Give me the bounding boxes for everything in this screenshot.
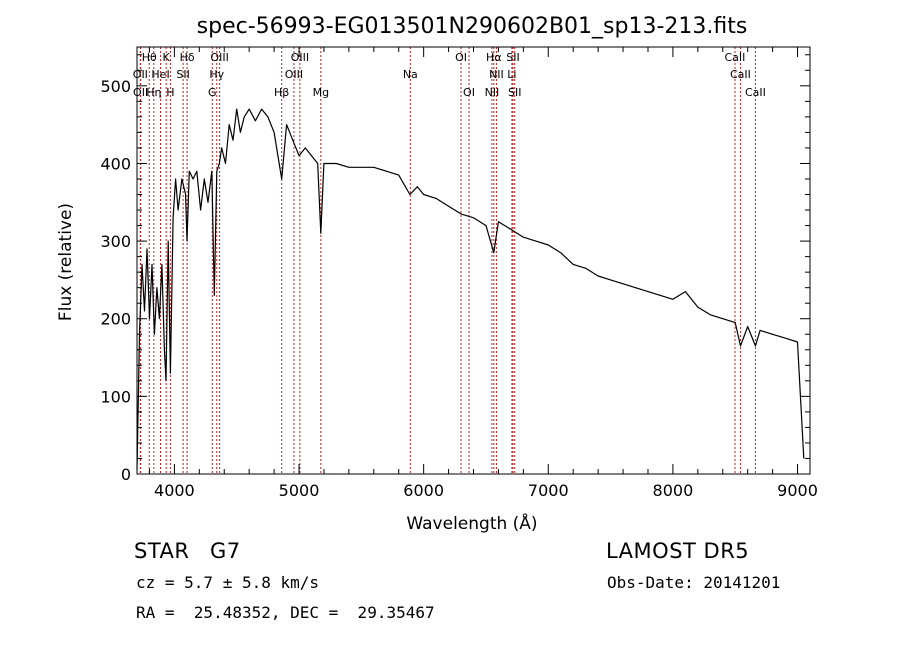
- spectral-line-label: OI: [463, 86, 475, 99]
- spectral-line-label: Li: [507, 68, 516, 81]
- x-tick-label: 6000: [403, 481, 444, 500]
- spectral-line-label: NII: [485, 86, 500, 99]
- spectral-line-label: K: [163, 51, 171, 64]
- y-tick-label: 500: [100, 77, 131, 96]
- x-tick-label: 9000: [777, 481, 818, 500]
- spectral-line-label: OIII: [291, 51, 309, 64]
- x-tick-label: 8000: [653, 481, 694, 500]
- spectral-line-label: NII: [489, 68, 504, 81]
- spectral-line-label: CaII: [730, 68, 751, 81]
- spectral-line-label: Hδ: [180, 51, 195, 64]
- y-tick-label: 400: [100, 154, 131, 173]
- x-tick-label: 5000: [279, 481, 320, 500]
- x-axis: 4000 5000 6000 7000 8000 9000: [148, 47, 818, 500]
- y-tick-label: 200: [100, 310, 131, 329]
- spectral-line-label: G: [208, 86, 217, 99]
- observation-date: Obs-Date: 20141201: [607, 573, 781, 592]
- spectral-line-label: SII: [508, 86, 521, 99]
- y-tick-label: 100: [100, 387, 131, 406]
- x-tick-label: 7000: [528, 481, 569, 500]
- y-axis-label: Flux (relative): [56, 203, 76, 321]
- spectral-line-label: OIII: [210, 51, 228, 64]
- spectral-line-label: Hθ: [142, 51, 157, 64]
- spectral-line-label: HeI: [151, 68, 169, 81]
- spectral-line-label: Hγ: [209, 68, 224, 81]
- spectral-line-label: CaII: [725, 51, 746, 64]
- x-tick-label: 4000: [154, 481, 195, 500]
- spectral-line-label: Hα: [486, 51, 502, 64]
- spectral-line-label: OI: [455, 51, 467, 64]
- spectral-line-label: OIII: [285, 68, 303, 81]
- spectral-line-label: H: [166, 86, 174, 99]
- spectral-line-markers: [139, 47, 756, 474]
- spectral-line-label: Mg: [313, 86, 329, 99]
- y-axis: 0 100 200 300 400 500: [100, 54, 810, 484]
- spectral-line-label: SII: [176, 68, 189, 81]
- spectral-line-label: Hβ: [274, 86, 289, 99]
- redshift-velocity: cz = 5.7 ± 5.8 km/s: [136, 573, 320, 592]
- y-tick-label: 0: [121, 465, 131, 484]
- chart-title: spec-56993-EG013501N290602B01_sp13-213.f…: [197, 14, 748, 39]
- spectral-line-label: SII: [506, 51, 519, 64]
- survey-name: LAMOST DR5: [606, 539, 750, 563]
- y-tick-label: 300: [100, 232, 131, 251]
- coordinates: RA = 25.48352, DEC = 29.35467: [136, 603, 435, 622]
- spectrum-series-line: [136, 108, 805, 471]
- spectral-line-label: Hη: [146, 86, 161, 99]
- spectral-subclass: G7: [210, 539, 241, 563]
- x-axis-label: Wavelength (Å): [406, 512, 537, 534]
- plot-frame: [136, 46, 811, 475]
- spectral-line-label: CaII: [745, 86, 766, 99]
- object-type: STAR: [134, 539, 190, 563]
- spectral-line-label: Na: [403, 68, 418, 81]
